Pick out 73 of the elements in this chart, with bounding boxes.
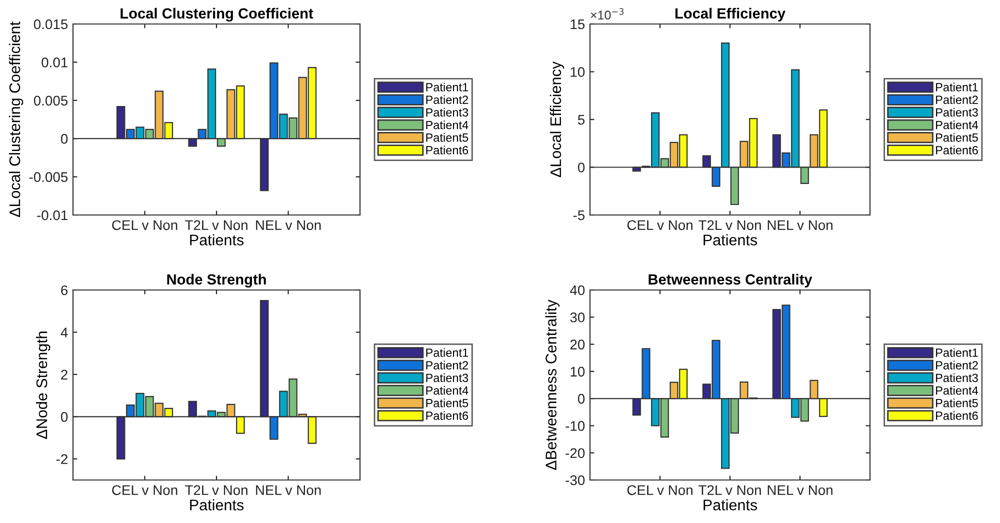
legend-label: Patient1	[936, 348, 978, 357]
y-tick-label: 0.015	[34, 19, 68, 30]
legend-label: Patient2	[426, 95, 468, 104]
y-tick-label: -0.005	[29, 172, 68, 182]
x-tick-label: CEL v Non	[627, 220, 692, 230]
y-tick-label: 15	[570, 19, 585, 30]
y-axis-title: ΔNode Strength	[36, 332, 50, 439]
x-axis-title: Patients	[190, 499, 244, 510]
chart-title: Betweenness Centrality	[648, 274, 812, 288]
y-tick-label: 0	[578, 162, 585, 172]
legend-label: Patient3	[936, 373, 978, 382]
x-tick-label: T2L v Non	[698, 220, 761, 230]
legend-label: Patient4	[426, 386, 468, 395]
x-tick-label: NEL v Non	[256, 220, 321, 230]
x-tick-label: NEL v Non	[768, 485, 832, 496]
y-tick-label: 5	[578, 114, 585, 125]
x-tick-label: NEL v Non	[768, 220, 832, 230]
legend-label: Patient1	[426, 82, 468, 92]
y-tick-label: 20	[570, 340, 585, 350]
y-tick-label: 0.01	[42, 58, 68, 68]
y-axis-title: ΔLocal Efficiency	[550, 61, 564, 178]
y-tick-label: 10	[570, 366, 585, 377]
x-tick-label: CEL v Non	[112, 220, 178, 230]
y-tick-label: 0	[60, 412, 68, 422]
y-tick-label: 40	[570, 285, 585, 296]
x-axis-title: Patients	[704, 499, 758, 510]
y-tick-label: 10	[570, 67, 585, 77]
legend-label: Patient3	[936, 108, 978, 117]
legend-label: Patient4	[936, 120, 978, 130]
y-tick-label: 30	[570, 312, 585, 322]
x-tick-label: T2L v Non	[698, 485, 761, 496]
y-tick-label: 6	[61, 285, 68, 296]
y-tick-label: 4	[60, 328, 68, 338]
y-tick-label: -30	[566, 475, 585, 486]
y-tick-label: 0	[60, 134, 68, 144]
legend-label: Patient1	[426, 348, 468, 357]
legend-label: Patient6	[936, 411, 978, 420]
legend-label: Patient6	[936, 146, 978, 154]
legend-label: Patient2	[426, 360, 468, 370]
x-tick-label: NEL v Non	[256, 485, 321, 496]
y-tick-label: -0.01	[37, 210, 68, 220]
y-tick-label: -2	[56, 454, 68, 464]
legend-label: Patient5	[426, 398, 468, 408]
legend-label: Patient3	[426, 373, 468, 382]
legend-label: Patient4	[426, 120, 468, 130]
x-tick-label: T2L v Non	[185, 485, 248, 496]
legend-label: Patient3	[426, 108, 468, 117]
legend-label: Patient5	[426, 133, 468, 142]
chart-title: Node Strength	[167, 274, 266, 288]
y-tick-label: 0.005	[34, 96, 68, 106]
legend-label: Patient5	[936, 133, 978, 142]
y-tick-label: -10	[566, 421, 585, 431]
y-tick-label: 0	[578, 394, 585, 404]
x-tick-label: T2L v Non	[185, 220, 248, 230]
text: ×10$^{−3}$	[590, 8, 624, 20]
x-axis-title: Patients	[190, 234, 244, 246]
legend-label: Patient6	[426, 146, 468, 154]
legend-label: Patient6	[426, 411, 468, 420]
y-tick-label: -20	[566, 448, 585, 458]
y-tick-label: -5	[573, 210, 585, 220]
x-axis-title: Patients	[704, 234, 758, 246]
y-axis-title: ΔBetweenness Centrality	[545, 300, 560, 470]
legend-label: Patient1	[936, 82, 978, 92]
x-tick-label: CEL v Non	[627, 485, 692, 496]
legend-label: Patient2	[936, 95, 978, 104]
legend-label: Patient2	[936, 360, 978, 370]
y-axis-title: ΔLocal Clustering Coefficient	[8, 22, 24, 217]
x-tick-label: CEL v Non	[112, 485, 178, 496]
legend-label: Patient5	[936, 398, 978, 408]
y-tick-label: 2	[61, 370, 68, 380]
chart-title: Local Clustering Coefficient	[120, 8, 314, 22]
chart-title: Local Efficiency	[675, 8, 786, 22]
legend-label: Patient4	[936, 386, 978, 395]
